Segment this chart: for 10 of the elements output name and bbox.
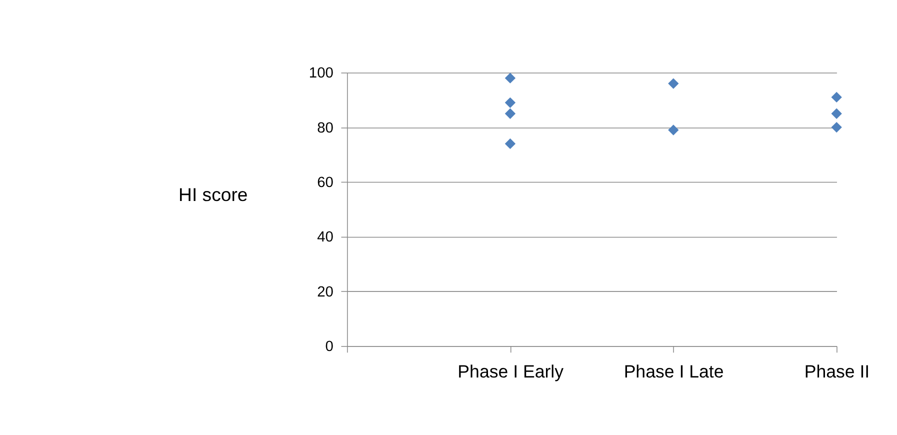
y-tick-label: 0 bbox=[325, 339, 334, 356]
x-tick-label: Phase I Late bbox=[624, 361, 724, 382]
y-tick-label: 60 bbox=[317, 175, 334, 192]
y-tick-label: 100 bbox=[308, 66, 334, 82]
x-tick-label: Phase II bbox=[804, 361, 870, 382]
y-tick-label: 20 bbox=[317, 284, 334, 300]
y-tick-label: 80 bbox=[317, 120, 334, 136]
x-tick-label: Phase I Early bbox=[458, 361, 564, 382]
y-axis-title: HI score bbox=[178, 184, 248, 205]
y-tick-label: 40 bbox=[317, 230, 334, 246]
